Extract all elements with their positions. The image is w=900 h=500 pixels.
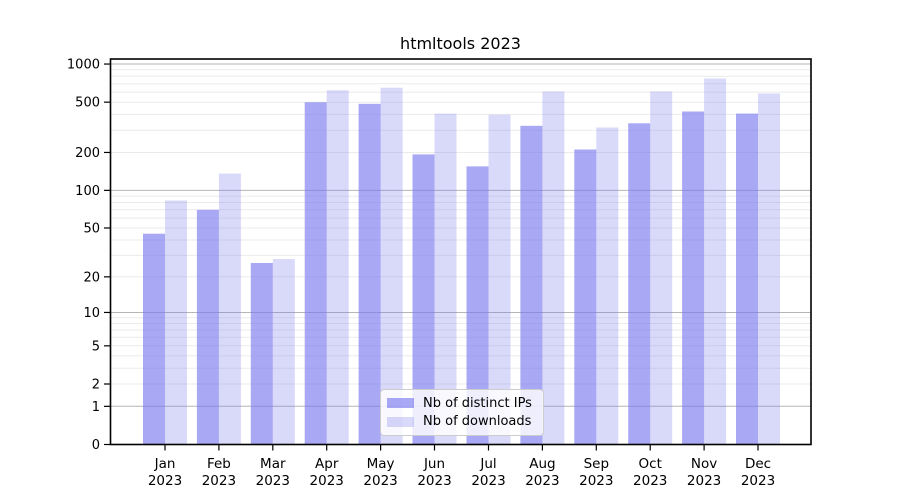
y-tick-label: 1000 [67, 58, 100, 73]
legend-item-downloads: Nb of downloads [387, 414, 537, 429]
bar-distinct-ips [736, 113, 758, 445]
bar-downloads [758, 93, 780, 445]
bar-downloads [272, 259, 295, 445]
bar-distinct-ips [574, 149, 597, 445]
x-tick-label-month: Nov [691, 456, 717, 472]
x-tick-label-month: Oct [639, 456, 662, 472]
bar-distinct-ips [466, 166, 489, 445]
chart-title: htmltools 2023 [400, 34, 521, 53]
x-tick-label-year: 2023 [148, 473, 182, 489]
bar-downloads [165, 200, 187, 445]
x-tick-label-month: Mar [260, 456, 286, 472]
bar-downloads [542, 91, 565, 445]
x-tick-label-year: 2023 [687, 473, 721, 489]
bar-distinct-ips [250, 263, 273, 445]
bar-downloads [488, 114, 511, 445]
bar-downloads [704, 78, 727, 445]
bar-downloads [434, 113, 457, 445]
y-tick-label: 20 [83, 270, 100, 285]
bar-downloads [380, 87, 403, 445]
x-tick-label-year: 2023 [741, 473, 775, 489]
bar-distinct-ips [304, 102, 327, 445]
x-tick-label-year: 2023 [633, 473, 667, 489]
legend-label-downloads: Nb of downloads [423, 414, 532, 430]
bar-distinct-ips [196, 209, 219, 445]
bar-downloads [218, 173, 241, 445]
x-tick-label-month: Jan [154, 456, 176, 472]
bar-downloads [326, 90, 349, 445]
y-tick-label: 200 [75, 146, 100, 161]
x-tick-label-year: 2023 [202, 473, 236, 489]
x-tick-label-year: 2023 [310, 473, 344, 489]
x-tick-label-year: 2023 [579, 473, 613, 489]
y-tick-label: 0 [92, 438, 100, 453]
y-tick-label: 100 [75, 184, 100, 199]
bar-downloads [650, 91, 673, 445]
x-tick-label-year: 2023 [471, 473, 505, 489]
x-tick-label-month: Sep [584, 456, 609, 472]
x-tick-label-year: 2023 [525, 473, 559, 489]
x-tick-label-month: Aug [529, 456, 555, 472]
y-tick-label: 50 [83, 222, 100, 237]
bar-distinct-ips [520, 125, 543, 445]
x-tick-label-month: May [367, 456, 395, 472]
bar-distinct-ips [628, 123, 651, 445]
plot-border [109, 58, 812, 446]
legend-swatch-downloads [387, 416, 414, 427]
y-tick-label: 2 [92, 378, 100, 393]
legend-swatch-distinct-ips [387, 398, 414, 409]
x-tick-label-year: 2023 [256, 473, 290, 489]
x-tick-label-year: 2023 [363, 473, 397, 489]
legend: Nb of distinct IPs Nb of downloads [380, 389, 544, 436]
legend-label-distinct-ips: Nb of distinct IPs [423, 395, 532, 411]
bar-downloads [596, 127, 619, 445]
bar-distinct-ips [682, 111, 705, 445]
y-tick-label: 1 [92, 400, 100, 415]
x-tick-label-month: Apr [315, 456, 339, 472]
x-tick-label-month: Jun [423, 456, 445, 472]
legend-item-distinct-ips: Nb of distinct IPs [387, 396, 537, 411]
x-tick-label-year: 2023 [417, 473, 451, 489]
x-tick-label-month: Dec [745, 456, 771, 472]
x-tick-label-month: Feb [207, 456, 231, 472]
bar-distinct-ips [412, 154, 435, 445]
y-tick-label: 500 [75, 96, 100, 111]
y-tick-label: 10 [83, 306, 100, 321]
bar-distinct-ips [143, 233, 165, 445]
y-tick-label: 5 [92, 339, 100, 354]
bar-distinct-ips [358, 103, 381, 445]
x-tick-label-month: Jul [479, 456, 496, 472]
